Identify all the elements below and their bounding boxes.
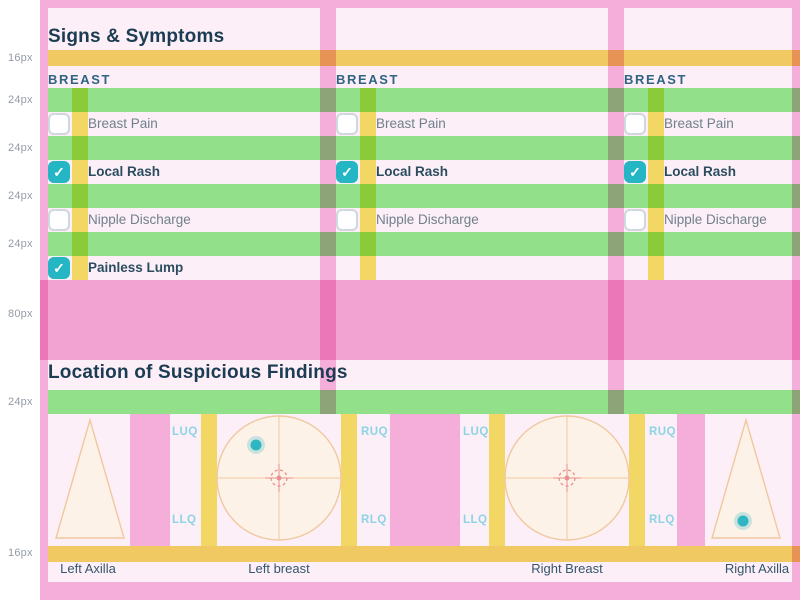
checkbox-row: ✓ Painless Lump bbox=[48, 256, 298, 280]
h-spacing-bar-24-3 bbox=[48, 184, 800, 208]
column-header-breast-2: BREAST bbox=[336, 72, 400, 87]
column-header-breast-3: BREAST bbox=[624, 72, 688, 87]
checkbox-local-rash[interactable]: ✓ bbox=[48, 161, 70, 183]
checkbox-label: Nipple Discharge bbox=[376, 212, 479, 227]
checkbox-label: Local Rash bbox=[376, 164, 449, 179]
quadrant-label-rlq: RLQ bbox=[649, 514, 675, 526]
findings-gap-3 bbox=[677, 414, 705, 546]
spacing-label: 24px bbox=[8, 190, 33, 202]
region-label-right-axilla: Right Axilla bbox=[724, 561, 790, 576]
h-spacing-band-80 bbox=[40, 280, 800, 360]
spacing-label: 16px bbox=[8, 547, 33, 559]
section-title-findings: Location of Suspicious Findings bbox=[48, 362, 348, 383]
findings-diagrams bbox=[55, 415, 781, 541]
checkbox-local-rash[interactable]: ✓ bbox=[336, 161, 358, 183]
bottom-margin-bar bbox=[40, 582, 800, 600]
spacing-label: 24px bbox=[8, 94, 33, 106]
quadrant-label-ruq: RUQ bbox=[361, 426, 389, 438]
checkbox-breast-pain[interactable] bbox=[336, 113, 358, 135]
h-spacing-bar-24-5 bbox=[48, 390, 800, 414]
checkbox-nipple-discharge[interactable] bbox=[48, 209, 70, 231]
left-axilla-shape[interactable] bbox=[55, 417, 125, 539]
checkmark-icon: ✓ bbox=[53, 260, 65, 276]
quadrant-label-ruq: RUQ bbox=[649, 426, 677, 438]
right-breast-target-icon bbox=[553, 464, 581, 492]
h-spacing-bar-16-top bbox=[48, 50, 800, 66]
region-label-right-breast: Right Breast bbox=[531, 561, 603, 576]
left-breast-target-icon bbox=[265, 464, 293, 492]
spacing-label: 24px bbox=[8, 238, 33, 250]
checkbox-painless-lump[interactable]: ✓ bbox=[48, 257, 70, 279]
checkbox-breast-pain[interactable] bbox=[48, 113, 70, 135]
checkbox-label: Nipple Discharge bbox=[664, 212, 767, 227]
checkbox-label: Breast Pain bbox=[664, 116, 734, 131]
checkbox-label: Local Rash bbox=[88, 164, 161, 179]
right-axilla-shape[interactable] bbox=[711, 417, 781, 539]
v-spacing-stripe-5 bbox=[341, 414, 357, 546]
checkbox-label: Nipple Discharge bbox=[88, 212, 191, 227]
left-breast-marker-dot[interactable] bbox=[247, 436, 265, 454]
spacing-label: 24px bbox=[8, 142, 33, 154]
spacing-label: 80px bbox=[8, 308, 33, 320]
checkbox-row: Nipple Discharge bbox=[48, 208, 298, 232]
quadrant-label-luq: LUQ bbox=[463, 426, 489, 438]
h-spacing-bar-24-1 bbox=[48, 88, 800, 112]
column-header-breast-1: BREAST bbox=[48, 72, 112, 87]
h-spacing-bar-16-bottom bbox=[48, 546, 800, 562]
section-title-signs-symptoms: Signs & Symptoms bbox=[48, 26, 225, 47]
checkbox-local-rash[interactable]: ✓ bbox=[624, 161, 646, 183]
quadrant-label-llq: LLQ bbox=[172, 514, 197, 526]
checkbox-label: Painless Lump bbox=[88, 260, 184, 275]
quadrant-label-luq: LUQ bbox=[172, 426, 198, 438]
checkbox-row: Nipple Discharge bbox=[336, 208, 586, 232]
spacing-label: 16px bbox=[8, 52, 33, 64]
checkbox-row: ✓ Local Rash bbox=[48, 160, 298, 184]
checkbox-breast-pain[interactable] bbox=[624, 113, 646, 135]
checkbox-label: Breast Pain bbox=[88, 116, 158, 131]
checkbox-nipple-discharge[interactable] bbox=[336, 209, 358, 231]
right-axilla-marker-dot[interactable] bbox=[734, 512, 752, 530]
checkbox-row: Breast Pain bbox=[48, 112, 298, 136]
checkmark-icon: ✓ bbox=[341, 164, 353, 180]
checkbox-row: Breast Pain bbox=[336, 112, 586, 136]
v-spacing-stripe-4 bbox=[201, 414, 217, 546]
region-label-left-axilla: Left Axilla bbox=[60, 561, 116, 576]
h-spacing-bar-24-4 bbox=[48, 232, 800, 256]
checkbox-row: ✓ Local Rash bbox=[336, 160, 586, 184]
v-spacing-stripe-6 bbox=[489, 414, 505, 546]
checkbox-label: Local Rash bbox=[664, 164, 737, 179]
checkbox-row: Breast Pain bbox=[624, 112, 800, 136]
checkbox-row: Nipple Discharge bbox=[624, 208, 800, 232]
checkmark-icon: ✓ bbox=[629, 164, 641, 180]
v-spacing-stripe-7 bbox=[629, 414, 645, 546]
findings-gap-1 bbox=[130, 414, 170, 546]
findings-gap-2 bbox=[390, 414, 460, 546]
quadrant-label-rlq: RLQ bbox=[361, 514, 387, 526]
checkbox-nipple-discharge[interactable] bbox=[624, 209, 646, 231]
checkbox-row: ✓ Local Rash bbox=[624, 160, 800, 184]
checkbox-label: Breast Pain bbox=[376, 116, 446, 131]
top-margin-bar bbox=[40, 0, 800, 8]
spacing-label: 24px bbox=[8, 396, 33, 408]
h-spacing-bar-24-2 bbox=[48, 136, 800, 160]
region-label-left-breast: Left breast bbox=[248, 561, 310, 576]
checkmark-icon: ✓ bbox=[53, 164, 65, 180]
quadrant-label-llq: LLQ bbox=[463, 514, 488, 526]
